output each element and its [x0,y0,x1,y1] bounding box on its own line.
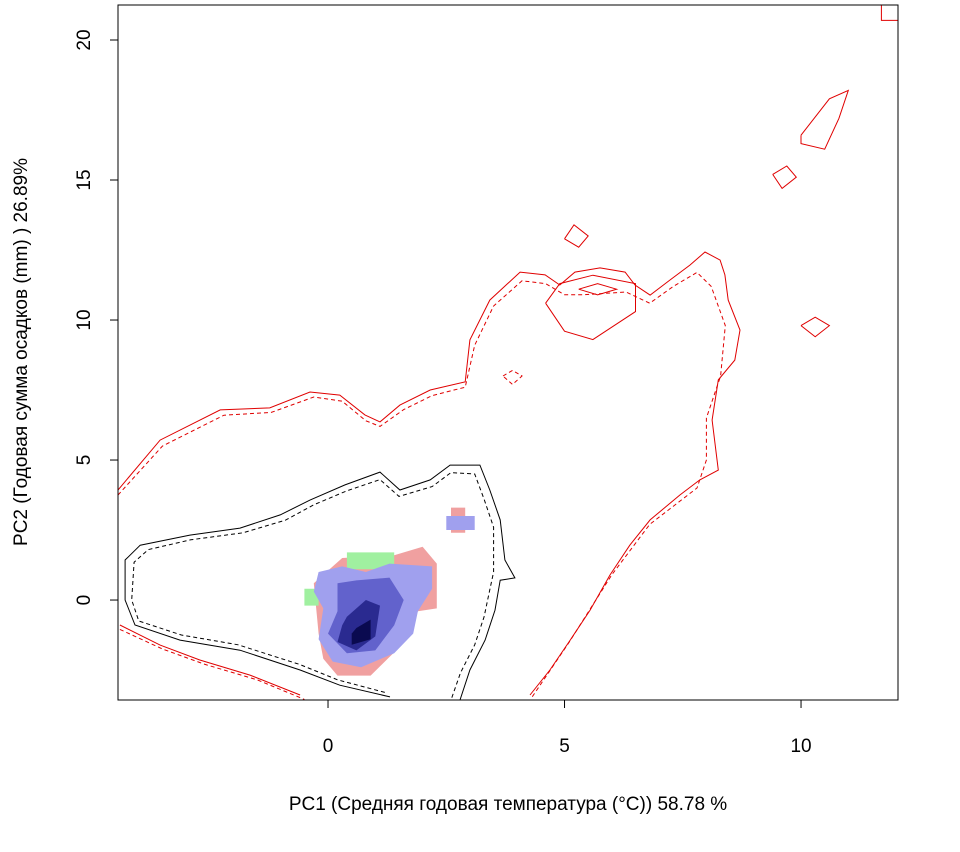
contour-line [124,464,516,700]
x-tick-label: 10 [790,736,811,757]
raster-area [446,516,475,530]
contour-line [545,274,636,341]
contour-line [119,624,301,696]
raster-area [346,552,395,570]
y-tick-label: 15 [74,169,95,190]
contour-line [131,472,495,700]
plot-area [118,5,898,700]
y-tick-label: 10 [74,309,95,330]
x-axis-label: PC1 (Средняя годовая температура (°C)) 5… [289,794,727,815]
contour-line [502,369,523,386]
x-tick-label: 5 [559,736,570,757]
contour-line [119,628,305,700]
contour-line [880,5,898,21]
y-tick-label: 20 [74,29,95,50]
y-tick-label: 5 [74,455,95,466]
x-tick-label: 0 [323,736,334,757]
contour-line [800,316,831,338]
contour-line [578,283,619,296]
contour-line [564,224,589,248]
contour-line [772,165,798,190]
plot-frame [117,4,899,701]
contour-line [800,89,850,150]
y-axis-label: PC2 (Годовая сумма осадков (mm) ) 26.89% [11,158,32,546]
y-tick-label: 0 [74,595,95,606]
contour-line [118,271,726,699]
raster-area [351,619,371,645]
contour-line [118,251,741,696]
